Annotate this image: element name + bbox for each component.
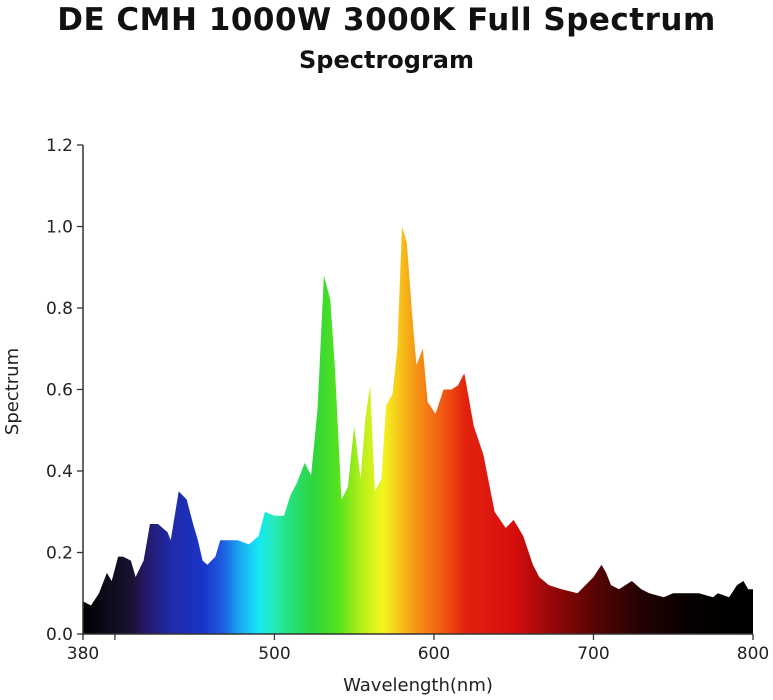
chart-subtitle: Spectrogram bbox=[299, 46, 474, 74]
y-tick-label: 0.4 bbox=[46, 462, 73, 482]
y-tick-label: 0.8 bbox=[46, 299, 73, 319]
y-tick-label: 1.2 bbox=[46, 136, 73, 156]
x-tick-label: 380 bbox=[67, 644, 99, 664]
y-tick-label: 0.2 bbox=[46, 544, 73, 564]
x-tick-label: 600 bbox=[418, 644, 450, 664]
x-axis-label: Wavelength(nm) bbox=[343, 675, 493, 696]
y-tick-label: 0.6 bbox=[46, 381, 73, 401]
y-tick-label: 0.0 bbox=[46, 625, 73, 645]
spectrum-area bbox=[83, 226, 753, 634]
x-tick-label: 500 bbox=[258, 644, 290, 664]
y-tick-label: 1.0 bbox=[46, 218, 73, 238]
x-tick-label: 700 bbox=[577, 644, 609, 664]
chart-title: DE CMH 1000W 3000K Full Spectrum bbox=[57, 2, 716, 38]
y-axis-label: Spectrum bbox=[2, 348, 23, 435]
x-tick-label: 800 bbox=[737, 644, 769, 664]
